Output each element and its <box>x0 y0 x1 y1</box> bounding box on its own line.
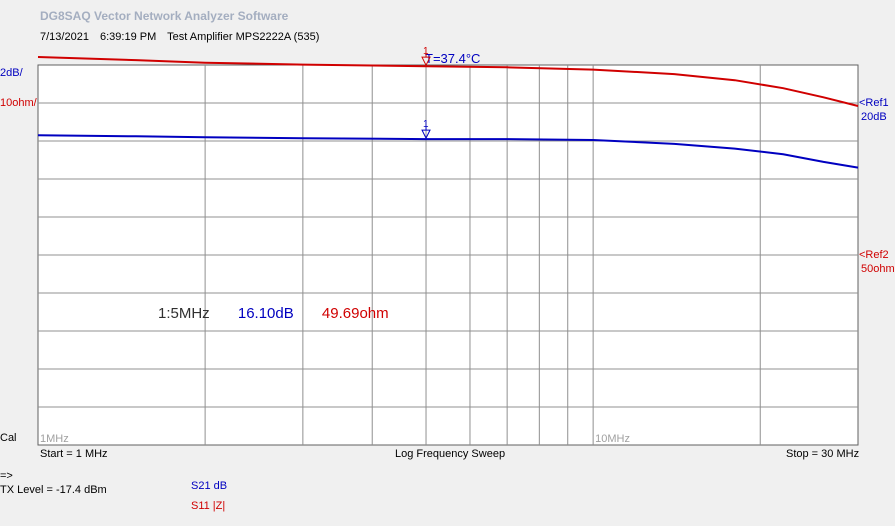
marker-frequency: 1:5MHz <box>158 305 210 322</box>
ref2-value: 50ohm <box>861 263 895 275</box>
s11-marker-label: 1 <box>423 46 429 57</box>
x-tick-label: 1MHz <box>40 433 69 445</box>
sweep-stop: Stop = 30 MHz <box>786 448 860 460</box>
marker-readout: 1:5MHz 16.10dB 49.69ohm <box>158 305 413 322</box>
s21-scale-label: 2dB/ <box>0 67 23 79</box>
measurement-description: Test Amplifier MPS2222A (535) <box>167 31 320 43</box>
temperature-readout: T=37.4°C <box>425 51 481 66</box>
s11-marker-triangle <box>421 56 431 67</box>
s11-trace <box>37 56 859 107</box>
cal-label: Cal <box>0 432 17 444</box>
s11-scale-label: 10ohm/ <box>0 97 37 109</box>
s21-trace <box>37 134 859 169</box>
marker-s21-value: 16.10dB <box>237 305 294 322</box>
ref1-value: 20dB <box>861 111 887 123</box>
measurement-date: 7/13/2021 <box>40 31 89 43</box>
legend-s21[interactable]: S21 dB <box>191 480 228 492</box>
status-arrow: => <box>0 470 13 482</box>
measurement-time: 6:39:19 PM <box>100 31 157 43</box>
ref2-label: <Ref2 <box>859 249 889 261</box>
x-tick-label: 10MHz <box>595 433 630 445</box>
sweep-start: Start = 1 MHz <box>40 448 108 460</box>
measurement-info: 7/13/2021 6:39:19 PM Test Amplifier MPS2… <box>40 31 327 43</box>
ref1-label: <Ref1 <box>859 97 889 109</box>
legend-s11[interactable]: S11 |Z| <box>191 500 226 512</box>
tx-level: TX Level = -17.4 dBm <box>0 484 107 496</box>
app-title: DG8SAQ Vector Network Analyzer Software <box>40 9 289 23</box>
sweep-mode: Log Frequency Sweep <box>395 448 506 460</box>
marker-s11-value: 49.69ohm <box>321 305 389 322</box>
s21-marker-label: 1 <box>423 119 429 130</box>
